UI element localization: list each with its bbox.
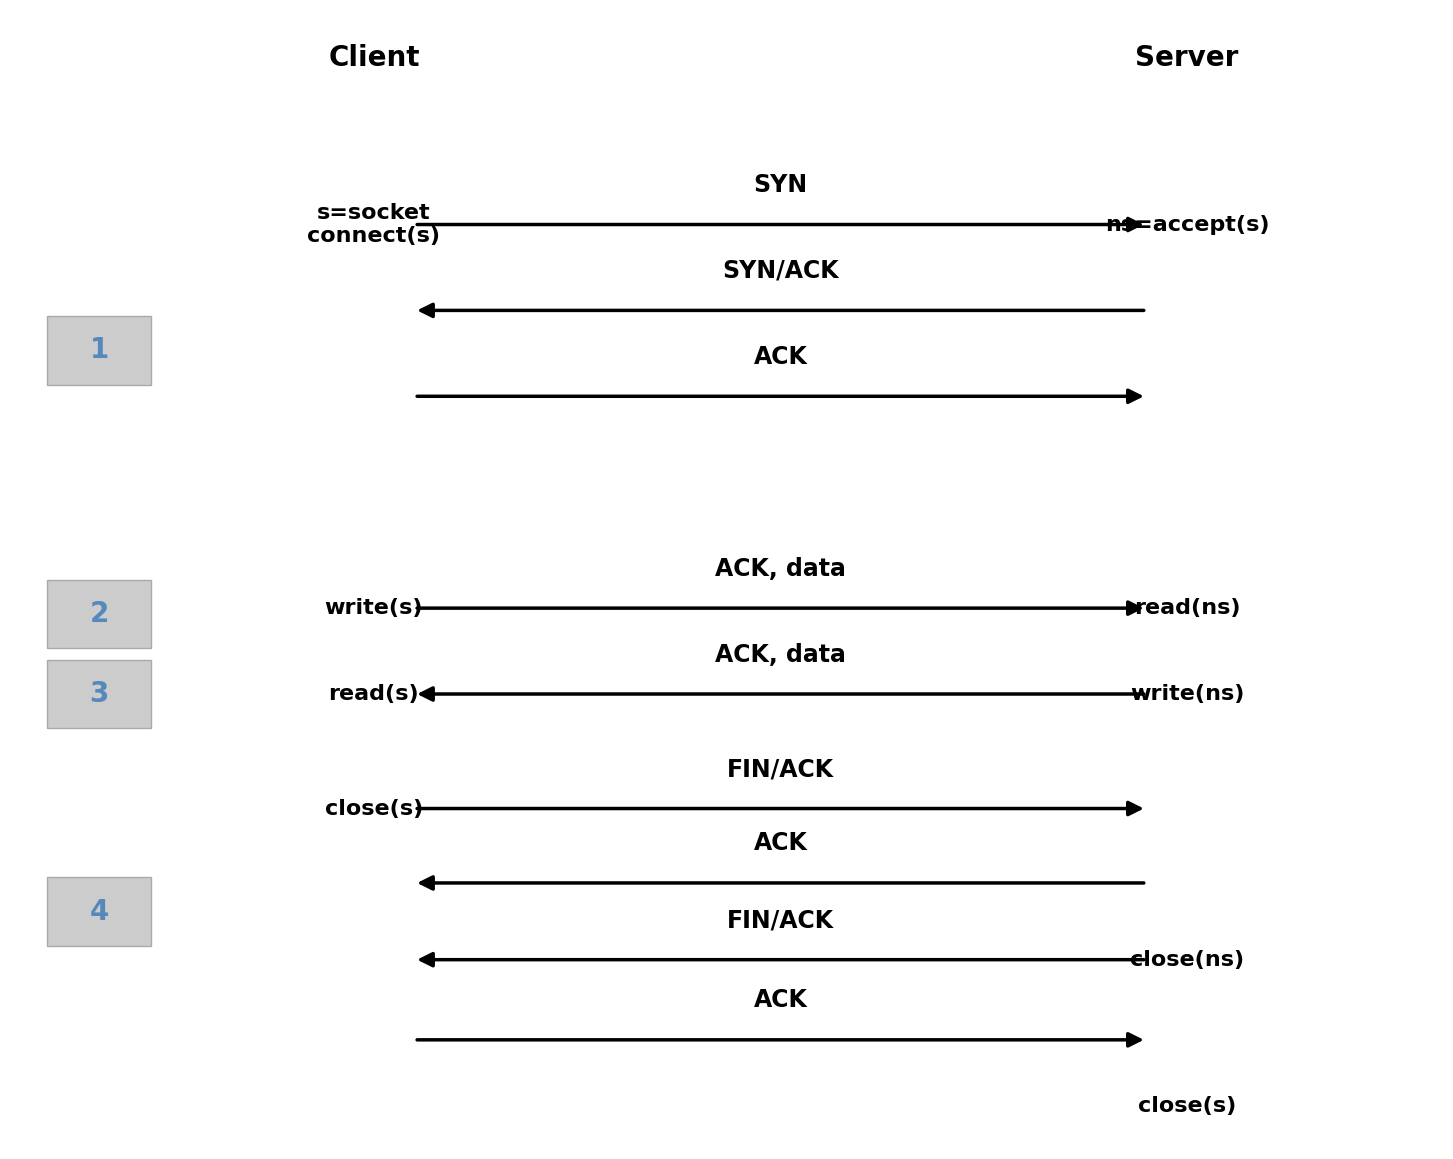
Text: 2: 2 — [90, 600, 109, 628]
Text: write(ns): write(ns) — [1130, 684, 1244, 704]
Text: 3: 3 — [90, 680, 109, 708]
Text: SYN: SYN — [754, 173, 808, 197]
Text: close(s): close(s) — [325, 799, 423, 818]
FancyBboxPatch shape — [48, 580, 151, 648]
Text: write(s): write(s) — [324, 598, 423, 618]
Text: close(s): close(s) — [1138, 1096, 1237, 1116]
FancyBboxPatch shape — [48, 316, 151, 385]
FancyBboxPatch shape — [48, 877, 151, 946]
Text: read(s): read(s) — [328, 684, 420, 704]
Text: SYN/ACK: SYN/ACK — [722, 258, 838, 283]
Text: ACK, data: ACK, data — [715, 556, 846, 581]
Text: 4: 4 — [90, 897, 109, 926]
Text: close(ns): close(ns) — [1130, 949, 1244, 970]
Text: ns=accept(s): ns=accept(s) — [1104, 214, 1270, 234]
Text: ACK, data: ACK, data — [715, 642, 846, 666]
Text: ACK: ACK — [754, 989, 808, 1012]
FancyBboxPatch shape — [48, 659, 151, 728]
Text: FIN/ACK: FIN/ACK — [726, 909, 834, 932]
Text: Server: Server — [1135, 44, 1239, 73]
Text: Client: Client — [328, 44, 420, 73]
Text: FIN/ACK: FIN/ACK — [726, 757, 834, 781]
Text: ACK: ACK — [754, 831, 808, 855]
Text: read(ns): read(ns) — [1133, 598, 1241, 618]
Text: s=socket
connect(s): s=socket connect(s) — [308, 203, 440, 246]
Text: ACK: ACK — [754, 344, 808, 369]
Text: 1: 1 — [90, 336, 109, 364]
